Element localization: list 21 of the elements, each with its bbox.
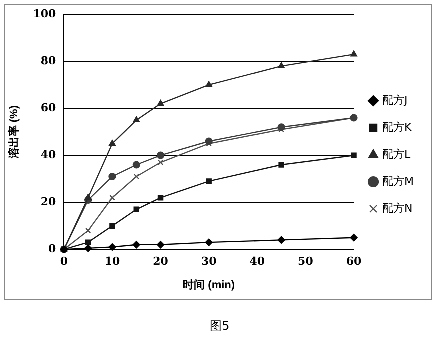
- x-axis-title: 时间 (min): [183, 278, 236, 292]
- x-tick-label: 10: [104, 255, 120, 268]
- legend-label: 配方L: [382, 148, 412, 161]
- y-tick-label: 80: [40, 54, 57, 68]
- x-tick-label: 20: [153, 255, 169, 268]
- y-axis-title: 溶出率 (%): [8, 105, 21, 160]
- legend-label: 配方K: [382, 120, 413, 134]
- x-tick-label: 50: [298, 255, 314, 268]
- x-tick-label: 60: [346, 255, 362, 268]
- y-tick-label: 100: [33, 7, 56, 20]
- y-tick-label: 20: [40, 195, 57, 208]
- caption: 图5: [209, 318, 231, 335]
- legend-label: 配方M: [382, 174, 414, 188]
- legend-label: 配方N: [382, 202, 413, 215]
- y-tick-label: 40: [40, 148, 57, 162]
- legend-label: 配方J: [382, 94, 408, 107]
- x-tick-label: 40: [250, 255, 266, 268]
- x-tick-label: 30: [201, 255, 218, 268]
- y-tick-label: 60: [40, 101, 57, 114]
- y-tick-label: 0: [48, 242, 57, 256]
- x-tick-label: 0: [60, 255, 68, 268]
